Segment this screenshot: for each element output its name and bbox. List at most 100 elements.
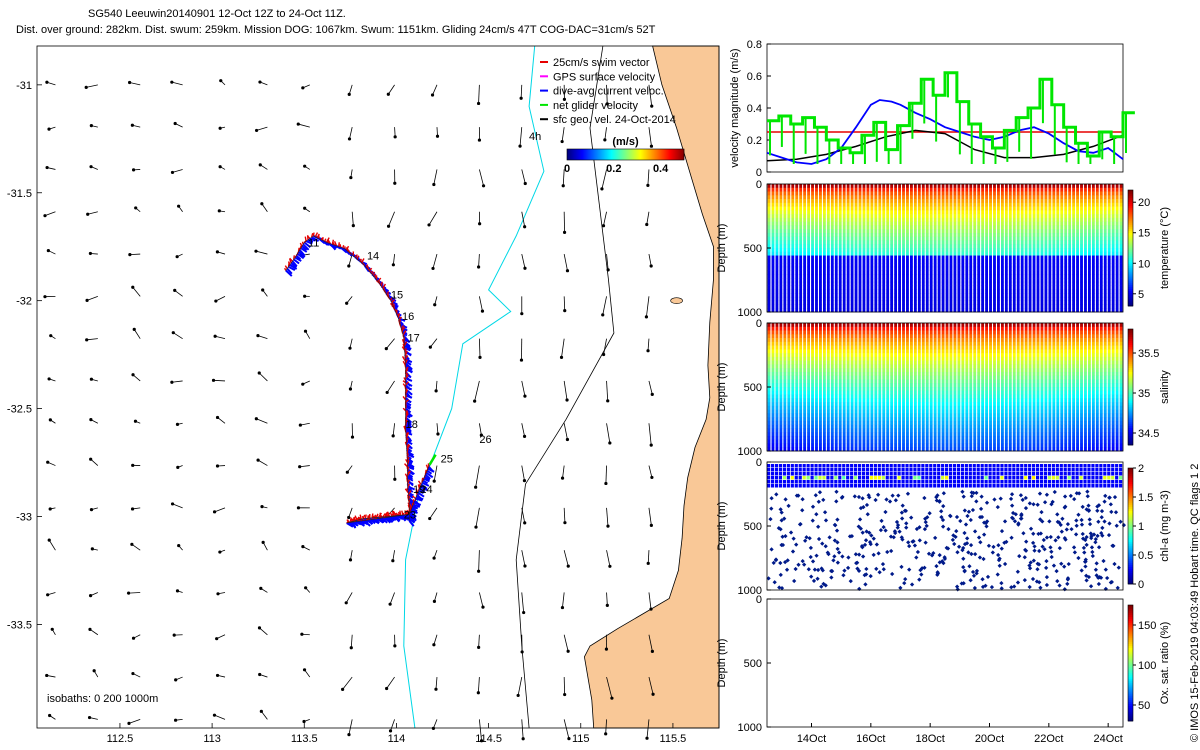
current-vector-head (428, 516, 432, 521)
section-cell-temp (937, 300, 941, 305)
section-cell-temp (1056, 236, 1060, 241)
current-vector (563, 634, 569, 652)
section-cell-temp (894, 251, 898, 256)
section-cell-temp (854, 248, 858, 253)
section-cell-temp (811, 266, 814, 271)
section-cell-temp (882, 236, 886, 241)
current-vector-head (649, 523, 653, 527)
section-cell-temp (1032, 296, 1036, 302)
section-cell-temp (1052, 229, 1056, 234)
map-colorbar-cell (675, 149, 677, 160)
section-cell-temp (783, 289, 787, 294)
section-cell-temp (1056, 191, 1060, 196)
section-cell-temp (815, 225, 818, 230)
section-cell-temp (917, 202, 921, 207)
swim-vector (406, 470, 411, 476)
section-cell-temp (898, 251, 901, 256)
section-cell-sal (787, 432, 791, 437)
section-cell-temp (815, 229, 818, 234)
section-cell-temp (1032, 202, 1036, 207)
section-cell-temp (921, 199, 925, 204)
section-cell-sal (771, 428, 775, 433)
section-cell-temp (989, 221, 992, 226)
swim-vector (406, 456, 410, 461)
section-cell-temp (1024, 289, 1028, 294)
section-cell-temp (854, 270, 858, 275)
section-cell-temp (997, 293, 1000, 298)
section-cell-temp (791, 217, 795, 222)
section-cell-temp (1040, 236, 1044, 241)
section-cell-temp (807, 195, 811, 200)
section-cell-temp (862, 202, 866, 207)
section-cell-temp (803, 304, 807, 309)
section-cell-temp (1060, 206, 1064, 211)
section-cell-temp (1064, 248, 1068, 253)
section-cell-temp (779, 308, 783, 313)
dac-vector (425, 471, 434, 479)
section-cell-temp (1119, 214, 1123, 219)
section-cell-temp (1107, 210, 1111, 215)
section-cell-temp (874, 191, 878, 196)
section-cell-sal (807, 443, 811, 448)
section-cell-temp (985, 296, 989, 302)
section-cell-sal (799, 349, 803, 354)
section-cell-temp (1040, 206, 1044, 211)
section-cell-temp (913, 240, 917, 245)
current-vector-head (562, 97, 567, 101)
map-colorbar-cell (671, 149, 673, 160)
section-cell-temp (1020, 274, 1024, 279)
dac-vector (407, 494, 414, 499)
section-cell-temp (1060, 214, 1064, 219)
section-cell-sal (830, 432, 834, 437)
section-cell-temp (1032, 304, 1036, 309)
current-vector-head (302, 668, 307, 672)
section-cell-temp (1103, 278, 1107, 283)
section-cell-temp (1048, 270, 1052, 275)
section-cell-temp (858, 195, 862, 200)
section-cell-sal (819, 330, 822, 335)
section-cell-temp (874, 285, 878, 290)
section-cell-temp (1091, 240, 1095, 245)
section-cell-temp (1052, 206, 1056, 211)
section-cell-temp (1052, 285, 1056, 290)
section-cell-temp (1107, 285, 1111, 290)
section-cell-temp (775, 300, 779, 305)
section-cell-temp (830, 221, 834, 226)
velocity-y-tick-label: 0.6 (747, 71, 762, 83)
section-cell-temp (1072, 248, 1076, 253)
section-cell-sal (771, 405, 775, 410)
section-cell-temp (1115, 274, 1119, 279)
section-cell-temp (791, 248, 795, 253)
section-cell-temp (1024, 300, 1028, 305)
section-cell-temp (910, 255, 913, 260)
current-vector-head (560, 476, 565, 480)
section-cell-temp (1088, 229, 1091, 234)
section-cell-temp (1032, 206, 1036, 211)
section-cell-sal (815, 383, 818, 388)
section-cell-temp (1000, 229, 1004, 234)
current-vector (562, 592, 565, 608)
section-cell-sal (771, 379, 775, 384)
swim-vector (404, 351, 408, 357)
section-cell-sal (767, 409, 771, 414)
section-cell-temp (949, 278, 953, 283)
section-cell-sal (787, 371, 791, 377)
current-vector-head (303, 164, 307, 168)
section-cell-temp (1040, 255, 1044, 260)
section-cell-sal (775, 326, 779, 331)
section-cell-temp (819, 251, 822, 256)
section-cell-temp (1020, 251, 1024, 256)
section-cell-temp (898, 244, 901, 249)
current-vector (133, 329, 141, 339)
section-cell-temp (898, 221, 901, 226)
section-cell-sal (795, 330, 799, 335)
section-cell-temp (941, 270, 945, 275)
section-cell-temp (1099, 225, 1103, 230)
section-cell-temp (779, 263, 783, 268)
section-cell-temp (771, 293, 775, 298)
section-cell-sal (779, 345, 783, 350)
section-cell-temp (965, 278, 969, 283)
section-cell-temp (898, 191, 901, 196)
section-cell-sal (783, 383, 787, 388)
section-cell-temp (870, 214, 874, 219)
